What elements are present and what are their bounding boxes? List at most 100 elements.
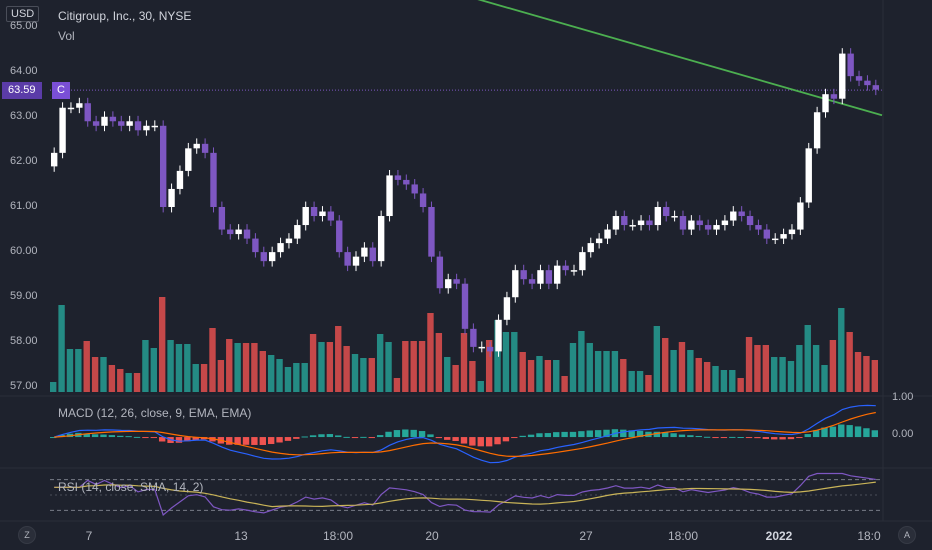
time-label: 27 — [579, 529, 593, 543]
macd-histogram-bar — [301, 436, 308, 438]
time-label: 18:00 — [322, 529, 354, 543]
candle-body — [864, 80, 871, 86]
volume-bar — [796, 345, 803, 392]
candle-body — [361, 247, 368, 257]
macd-histogram-bar — [326, 434, 334, 438]
macd-histogram-bar — [762, 437, 770, 439]
candle-body — [109, 116, 117, 122]
volume-bar — [335, 326, 342, 392]
price-tick: 58.00 — [10, 335, 38, 347]
candle-body — [419, 193, 427, 207]
volume-bar — [519, 352, 526, 392]
macd-histogram-bar — [787, 437, 795, 440]
macd-histogram-bar — [712, 437, 719, 439]
volume-bar — [737, 378, 744, 392]
candle-body — [67, 107, 75, 110]
volume-bar — [594, 351, 602, 392]
price-tick: 63.00 — [10, 110, 38, 122]
macd-histogram-bar — [83, 433, 90, 438]
candle-body — [763, 229, 771, 239]
volume-bar — [200, 364, 208, 392]
candle-body — [528, 279, 536, 284]
macd-histogram-bar — [192, 437, 199, 440]
candle-body — [805, 148, 812, 203]
macd-histogram-bar — [142, 437, 149, 439]
macd-histogram-bar — [460, 437, 468, 444]
candle-body — [612, 216, 620, 230]
price-tick: 60.00 — [10, 245, 38, 257]
auto-scale-button[interactable]: A — [898, 526, 916, 544]
volume-bar — [309, 334, 317, 392]
last-price-tag: 63.59 — [2, 82, 42, 99]
macd-histogram-bar — [779, 437, 786, 440]
candle-body — [797, 202, 804, 230]
volume-bar — [259, 351, 266, 392]
macd-histogram-bar — [100, 434, 107, 438]
volume-bar — [360, 358, 367, 392]
macd-histogram-bar — [838, 424, 845, 438]
volume-bar — [444, 357, 451, 392]
candle-body — [830, 94, 838, 99]
candle-body — [92, 121, 100, 126]
currency-button[interactable]: USD — [6, 6, 40, 22]
symbol-badge[interactable]: C — [52, 82, 70, 99]
macd-histogram-bar — [385, 431, 392, 438]
candle-body — [679, 216, 687, 230]
candle-body — [294, 225, 301, 239]
macd-histogram-bar — [318, 434, 325, 438]
candle-body — [847, 53, 854, 77]
volume-bar — [687, 350, 694, 392]
macd-histogram-bar — [133, 436, 141, 438]
volume-bar — [234, 343, 241, 392]
candle-body — [587, 243, 594, 253]
volume-bar — [502, 332, 510, 392]
candle-body — [285, 238, 293, 244]
macd-histogram-bar — [519, 435, 526, 438]
volume-bar — [368, 358, 375, 392]
candle-body — [51, 152, 58, 167]
volume-bar — [318, 342, 325, 392]
candle-body — [595, 238, 603, 244]
volume-bar — [586, 343, 593, 392]
candle-body — [780, 234, 787, 239]
candle-body — [411, 184, 418, 194]
volume-bar — [293, 363, 300, 392]
volume-bar — [569, 343, 577, 392]
price-tick: 59.00 — [10, 290, 38, 302]
candle-body — [696, 220, 703, 226]
volume-bar — [393, 378, 401, 392]
macd-histogram-bar — [150, 437, 157, 439]
macd-histogram-bar — [360, 436, 367, 438]
volume-bar — [217, 360, 225, 392]
time-label-year: 2022 — [765, 529, 793, 543]
volume-bar — [326, 342, 334, 392]
chart-title: Citigroup, Inc., 30, NYSE — [58, 9, 192, 23]
candle-body — [461, 283, 469, 329]
zoom-button[interactable]: Z — [18, 526, 36, 544]
price-tick: 61.00 — [10, 200, 38, 212]
volume-bar — [745, 337, 753, 392]
macd-histogram-bar — [427, 434, 434, 438]
volume-bar — [787, 361, 795, 392]
macd-histogram-bar — [418, 431, 426, 438]
volume-bar — [762, 345, 770, 392]
candle-body — [855, 76, 863, 81]
candle-body — [302, 207, 309, 226]
candle-body — [663, 207, 670, 217]
candle-body — [394, 175, 402, 180]
candle-body — [369, 247, 376, 262]
macd-histogram-bar — [108, 435, 116, 438]
macd-histogram-bar — [653, 431, 661, 438]
rsi-ma-line — [54, 481, 876, 508]
macd-histogram-bar — [578, 431, 585, 438]
macd-histogram-bar — [502, 437, 510, 442]
candle-body — [277, 243, 284, 253]
price-tick: 57.00 — [10, 380, 38, 392]
candle-body — [478, 346, 485, 349]
macd-histogram-bar — [720, 437, 728, 439]
macd-tick: 1.00 — [892, 391, 914, 403]
volume-bar — [50, 382, 57, 392]
macd-histogram-bar — [402, 429, 409, 438]
candle-body — [562, 265, 569, 271]
